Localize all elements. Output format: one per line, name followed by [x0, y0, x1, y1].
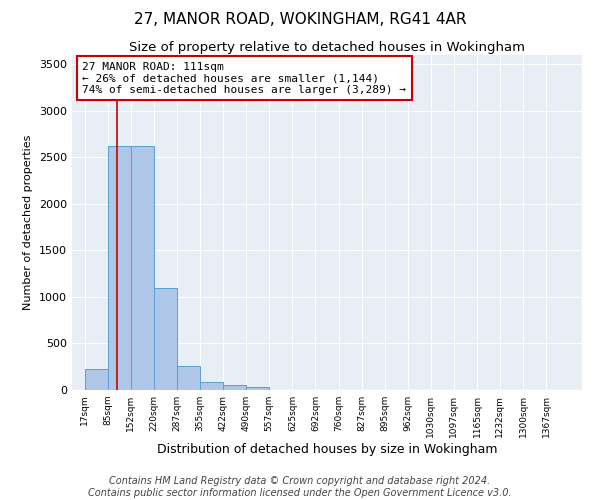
Bar — [177, 366, 200, 390]
Y-axis label: Number of detached properties: Number of detached properties — [23, 135, 34, 310]
Bar — [247, 386, 269, 390]
Bar — [108, 146, 131, 390]
Text: 27 MANOR ROAD: 111sqm
← 26% of detached houses are smaller (1,144)
74% of semi-d: 27 MANOR ROAD: 111sqm ← 26% of detached … — [82, 62, 406, 95]
Bar — [200, 382, 223, 390]
Text: Contains HM Land Registry data © Crown copyright and database right 2024.
Contai: Contains HM Land Registry data © Crown c… — [88, 476, 512, 498]
Bar — [154, 288, 177, 390]
Title: Size of property relative to detached houses in Wokingham: Size of property relative to detached ho… — [129, 41, 525, 54]
Bar — [131, 146, 154, 390]
Text: 27, MANOR ROAD, WOKINGHAM, RG41 4AR: 27, MANOR ROAD, WOKINGHAM, RG41 4AR — [134, 12, 466, 28]
Bar — [85, 368, 108, 390]
Bar — [223, 386, 246, 390]
X-axis label: Distribution of detached houses by size in Wokingham: Distribution of detached houses by size … — [157, 442, 497, 456]
